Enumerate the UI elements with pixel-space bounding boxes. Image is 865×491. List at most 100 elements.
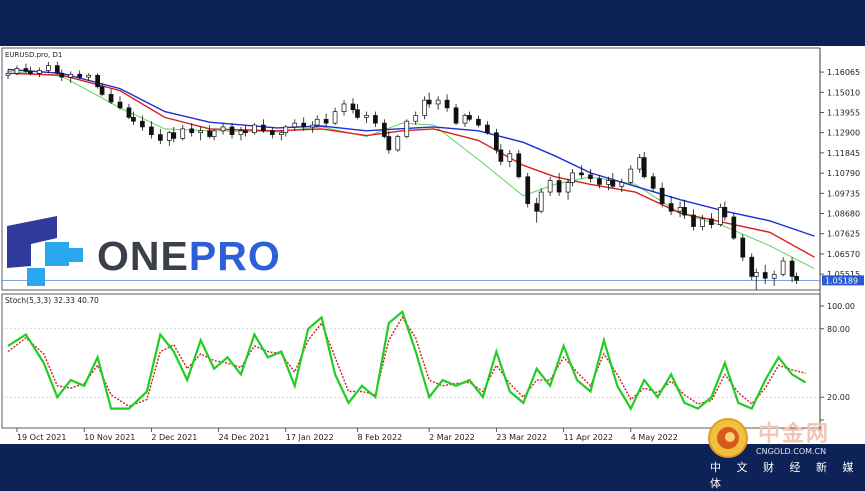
cngold-watermark: 中金网 CNGOLD.COM.CN 中 文 财 经 新 媒 体 <box>700 414 860 490</box>
candle-body <box>579 172 584 176</box>
candle-body <box>23 68 29 72</box>
candle-body <box>149 126 154 135</box>
stoch-tick-label: 80.00 <box>827 325 850 334</box>
candle-body <box>207 130 212 137</box>
candle-body <box>570 172 575 183</box>
candle-body <box>211 130 217 137</box>
candle-body <box>476 118 481 126</box>
candle-body <box>794 275 799 281</box>
price-tick-label: 1.15010 <box>827 88 860 97</box>
stoch-tick-label: 100.00 <box>827 302 855 311</box>
onepro-logo-mark <box>7 216 83 286</box>
price-tick-label: 1.12900 <box>827 129 860 138</box>
candle-body <box>659 187 665 204</box>
candle-body <box>444 99 450 109</box>
candle-body <box>198 130 204 134</box>
candle-body <box>740 237 746 258</box>
candle-body <box>243 130 248 134</box>
candle-body <box>762 272 768 279</box>
candle-body <box>292 122 298 128</box>
candle-body <box>5 72 11 76</box>
candle-body <box>731 216 737 239</box>
chart-svg: 1.16065 1.15010 1.13955 1.12900 1.11845 1.107… <box>1 47 864 442</box>
x-tick-label: 8 Feb 2022 <box>357 433 402 442</box>
candle-body <box>395 136 401 151</box>
candle-body <box>261 124 266 132</box>
onepro-logo: ONEPRO <box>5 216 280 296</box>
candle-body <box>507 153 513 162</box>
candle-body <box>59 72 65 78</box>
candle-body <box>310 124 316 128</box>
cngold-logo-icon <box>708 418 748 458</box>
candle-body <box>709 218 714 225</box>
candle-body <box>641 157 647 178</box>
current-price-box <box>822 275 864 286</box>
candle-body <box>404 120 410 137</box>
stoch-tick-label: 20.00 <box>827 393 850 402</box>
x-tick-label: 10 Nov 2021 <box>84 433 135 442</box>
candle-body <box>77 73 83 78</box>
candle-body <box>789 260 795 277</box>
candle-body <box>189 128 195 134</box>
candle-body <box>220 126 226 132</box>
watermark-url: CNGOLD.COM.CN <box>756 447 827 456</box>
candle-body <box>619 182 625 187</box>
top-band <box>0 0 865 46</box>
candle-body <box>718 207 723 225</box>
candle-body <box>68 73 74 78</box>
candle-body <box>498 149 504 162</box>
candle-body <box>462 115 468 124</box>
candle-body <box>323 118 329 124</box>
x-tick-label: 4 May 2022 <box>631 433 678 442</box>
price-tick-label: 1.13955 <box>827 108 860 117</box>
x-tick-label: 2 Mar 2022 <box>429 433 475 442</box>
candle-body <box>373 115 378 124</box>
candle-body <box>37 70 42 74</box>
price-tick-label: 1.05515 <box>827 270 860 279</box>
candle-body <box>534 203 540 212</box>
x-tick-label: 24 Dec 2021 <box>219 433 270 442</box>
watermark-subtitle: 中 文 财 经 新 媒 体 <box>710 461 860 490</box>
price-tick-label: 1.16065 <box>827 68 860 77</box>
candle-body <box>166 132 172 141</box>
candle-body <box>668 203 674 212</box>
candle-body <box>229 126 235 135</box>
onepro-wordmark: ONEPRO <box>97 232 281 280</box>
candle-body <box>314 118 320 126</box>
candle-body <box>547 180 553 193</box>
candle-body <box>238 130 244 135</box>
candle-body <box>341 103 347 112</box>
x-tick-label: 17 Jan 2022 <box>286 433 334 442</box>
x-tick-label: 11 Apr 2022 <box>564 433 613 442</box>
candle-body <box>95 74 100 88</box>
candle-body <box>588 174 593 180</box>
candle-body <box>386 136 392 151</box>
candle-body <box>637 157 643 170</box>
candle-body <box>301 122 307 128</box>
candle-body <box>628 168 634 183</box>
candle-body <box>516 153 522 178</box>
candle-body <box>606 180 611 185</box>
symbol-label: EURUSD.pro, D1 <box>5 51 62 59</box>
candle-body <box>269 130 275 135</box>
logo-text-one: ONE <box>97 233 189 279</box>
candle-body <box>283 126 289 134</box>
candle-body <box>54 65 60 74</box>
x-tick-label: 2 Dec 2021 <box>151 433 197 442</box>
price-tick-label: 1.08680 <box>827 210 860 219</box>
candle-body <box>171 132 177 139</box>
candle-body <box>350 103 356 111</box>
candle-body <box>525 176 531 204</box>
candle-body <box>494 132 499 151</box>
candle-body <box>382 122 387 137</box>
candle-body <box>108 94 114 103</box>
candle-body <box>252 124 257 134</box>
ma-blue-line <box>7 68 815 237</box>
price-tick-label: 1.07625 <box>827 230 860 239</box>
price-tick-label: 1.10790 <box>827 169 860 178</box>
watermark-title: 中金网 <box>758 422 831 447</box>
candle-body <box>28 71 33 74</box>
candle-body <box>435 99 441 105</box>
candle-body <box>610 180 616 187</box>
